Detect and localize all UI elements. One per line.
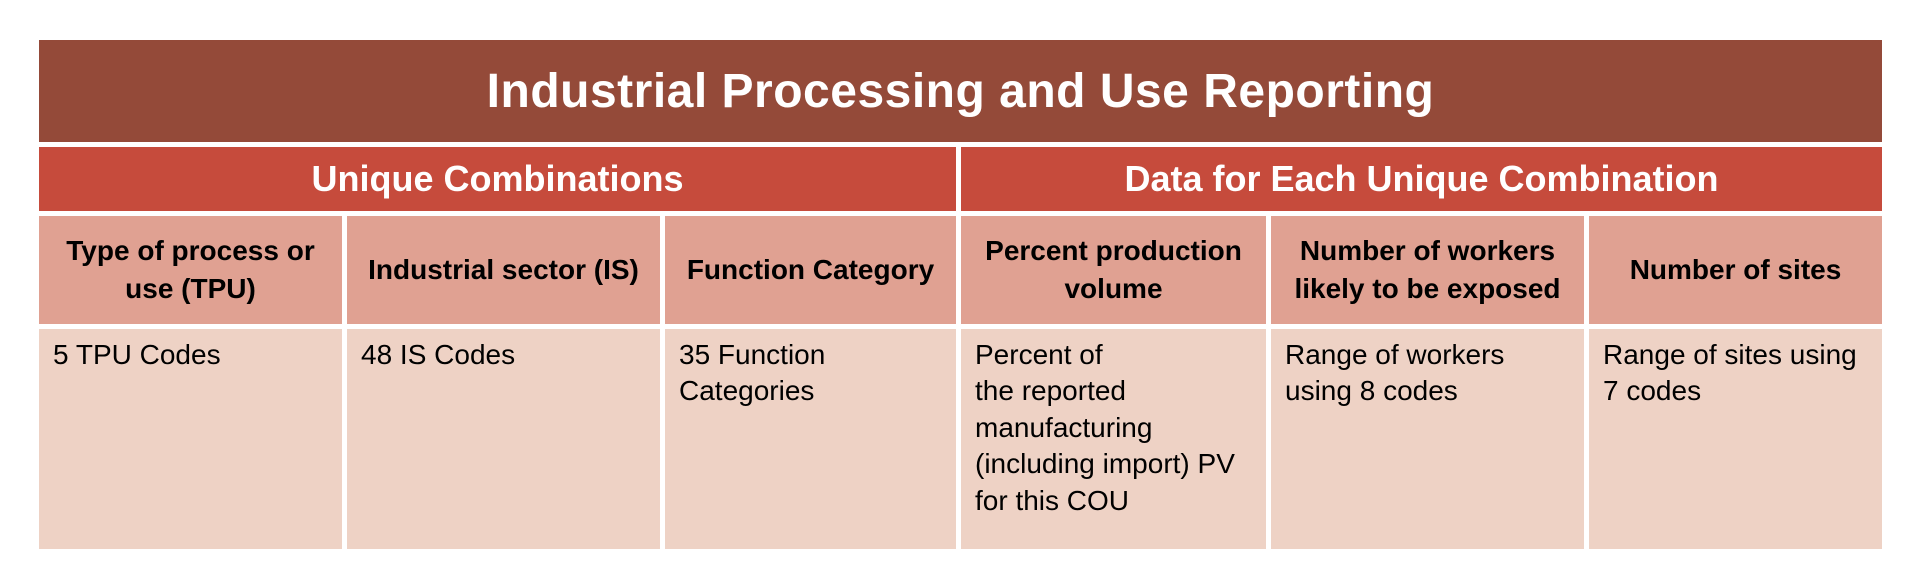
column-header-row: Type of process or use (TPU) Industrial … (34, 211, 1888, 329)
data-cell-tpu-codes: 5 TPU Codes (34, 324, 347, 554)
table-title: Industrial Processing and Use Reporting (33, 35, 1888, 147)
column-header-type-of-process-or-use: Type of process or use (TPU) (34, 211, 347, 329)
column-header-function-category: Function Category (660, 211, 961, 329)
data-cell-function-categories: 35 Function Categories (660, 324, 961, 554)
section-header-unique-combinations: Unique Combinations (34, 142, 961, 216)
data-cell-percent-production-volume: Percent of the reported manufacturing (i… (956, 324, 1271, 554)
column-header-number-of-sites: Number of sites (1583, 211, 1888, 329)
section-header-row: Unique Combinations Data for Each Unique… (34, 142, 1888, 216)
section-header-data-for-each-unique-combination: Data for Each Unique Combination (955, 142, 1888, 216)
data-row: 5 TPU Codes 48 IS Codes 35 Function Cate… (34, 324, 1888, 554)
title-row: Industrial Processing and Use Reporting (33, 35, 1888, 147)
column-header-number-of-workers: Number of workers likely to be exposed (1266, 211, 1589, 329)
column-header-industrial-sector: Industrial sector (IS) (342, 211, 665, 329)
column-header-percent-production-volume: Percent production volume (956, 211, 1271, 329)
industrial-processing-use-table: Industrial Processing and Use Reporting … (33, 35, 1888, 554)
data-cell-workers-codes: Range of workers using 8 codes (1266, 324, 1589, 554)
data-cell-sites-codes: Range of sites using 7 codes (1583, 324, 1888, 554)
data-cell-is-codes: 48 IS Codes (342, 324, 665, 554)
